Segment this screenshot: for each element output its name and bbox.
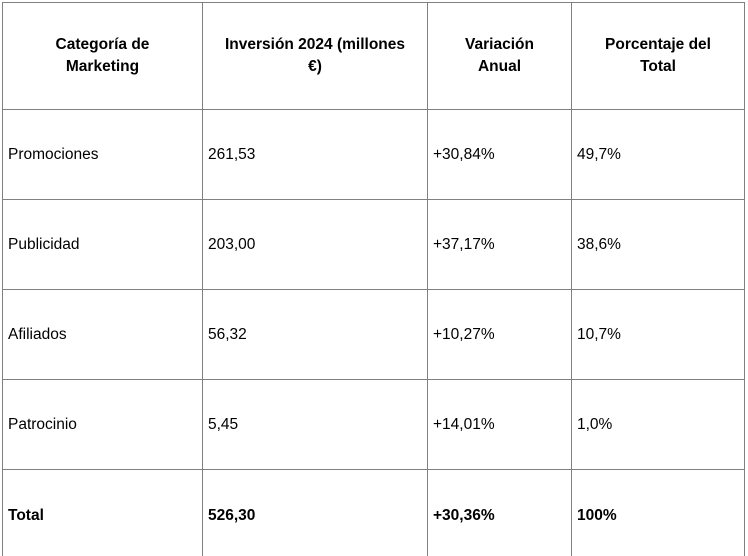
cell-category: Publicidad [2,199,203,290]
cell-variation: +10,27% [427,289,572,380]
cell-percentage: 49,7% [571,109,745,200]
cell-category: Total [2,469,203,556]
cell-investment: 203,00 [202,199,428,290]
table-row-patrocinio: Patrocinio 5,45 +14,01% 1,0% [2,379,745,470]
header-cell-category: Categoría de Marketing [2,2,203,110]
header-line: Porcentaje del [605,36,711,53]
table-header-row: Categoría de Marketing Inversión 2024 (m… [2,2,745,110]
table-row-total: Total 526,30 +30,36% 100% [2,469,745,556]
header-cell-percentage: Porcentaje del Total [571,2,745,110]
cell-investment: 261,53 [202,109,428,200]
cell-variation: +30,84% [427,109,572,200]
table-row-promociones: Promociones 261,53 +30,84% 49,7% [2,109,745,200]
header-line: Total [640,58,676,75]
table-row-publicidad: Publicidad 203,00 +37,17% 38,6% [2,199,745,290]
cell-variation: +14,01% [427,379,572,470]
cell-percentage: 1,0% [571,379,745,470]
cell-investment: 526,30 [202,469,428,556]
header-cell-variation: Variación Anual [427,2,572,110]
header-line: Anual [477,58,522,75]
header-line: Marketing [65,58,140,75]
header-cell-investment: Inversión 2024 (millones €) [202,2,428,110]
cell-variation: +30,36% [427,469,572,556]
cell-variation: +37,17% [427,199,572,290]
cell-investment: 5,45 [202,379,428,470]
header-line: Categoría de [55,36,150,53]
header-line: Inversión 2024 (millones [224,36,406,53]
table-row-afiliados: Afiliados 56,32 +10,27% 10,7% [2,289,745,380]
cell-category: Promociones [2,109,203,200]
cell-investment: 56,32 [202,289,428,380]
cell-percentage: 10,7% [571,289,745,380]
cell-category: Patrocinio [2,379,203,470]
header-line: €) [308,58,322,75]
header-line: Variación [465,36,534,53]
cell-category: Afiliados [2,289,203,380]
cell-percentage: 100% [571,469,745,556]
cell-percentage: 38,6% [571,199,745,290]
